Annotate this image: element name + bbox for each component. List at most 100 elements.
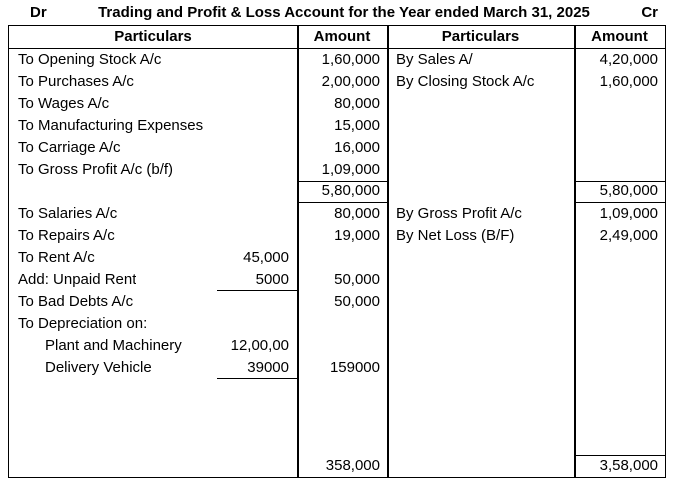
amount-cell xyxy=(297,313,387,335)
particulars-cell: To Wages A/c xyxy=(9,93,297,115)
amount-cell: 2,49,000 xyxy=(599,227,658,244)
table-header-row: Particulars Amount Particulars Amount xyxy=(9,26,665,49)
column-divider xyxy=(297,26,299,477)
amount-cell: 1,09,000 xyxy=(599,205,658,222)
table-row: By Gross Profit A/c 1,09,000 xyxy=(387,203,665,225)
amount-cell: 80,000 xyxy=(334,205,380,222)
inner-amount: 45,000 xyxy=(243,249,289,266)
table-row: 5,80,000 xyxy=(387,181,665,203)
amount-cell: 5,80,000 xyxy=(297,181,387,203)
amount-cell: 50,000 xyxy=(334,293,380,310)
particulars-label: To Opening Stock A/c xyxy=(18,51,162,68)
particulars-cell xyxy=(9,181,297,203)
amount-cell xyxy=(575,93,665,115)
table-row: To Wages A/c 80,000 xyxy=(9,93,387,115)
table-row: To Manufacturing Expenses 15,000 xyxy=(9,115,387,137)
particulars-cell: To Manufacturing Expenses xyxy=(9,115,297,137)
cr-label: Cr xyxy=(641,4,658,21)
particulars-cell xyxy=(387,455,575,477)
amount-cell: 1,60,000 xyxy=(321,51,380,68)
table-row: By Sales A/4,20,000 xyxy=(387,49,665,71)
amount-cell: 80,000 xyxy=(334,95,380,112)
account-table: Particulars Amount Particulars Amount To… xyxy=(8,25,666,478)
particulars-cell: To Salaries A/c xyxy=(9,203,297,225)
particulars-label: To Wages A/c xyxy=(18,95,110,112)
particulars-label: By Gross Profit A/c xyxy=(396,205,522,222)
table-row: Plant and Machinery 12,00,00 xyxy=(9,335,387,357)
particulars-cell: To Depreciation on: xyxy=(9,313,297,335)
header-amount-credit: Amount xyxy=(591,28,648,45)
table-row: By Net Loss (B/F) 2,49,000 xyxy=(387,225,665,247)
amount-cell: 159000 xyxy=(329,359,380,376)
inner-amount: 12,00,00 xyxy=(230,337,289,354)
table-row: To Salaries A/c 80,000 xyxy=(9,203,387,225)
particulars-label: Add: Unpaid Rent xyxy=(18,271,137,288)
debit-side: To Opening Stock A/c 1,60,000 To Purchases… xyxy=(9,49,387,477)
table-row: 5,80,000 xyxy=(9,181,387,203)
grand-total-row: 358,000 xyxy=(9,455,387,477)
particulars-label: To Repairs A/c xyxy=(18,227,115,244)
table-body: To Opening Stock A/c 1,60,000 To Purchases… xyxy=(9,49,665,477)
account-header: Dr Trading and Profit & Loss Account for… xyxy=(8,2,666,23)
table-row: To Bad Debts A/c 50,000 xyxy=(9,291,387,313)
credit-side: By Sales A/4,20,000 By Closing Stock A/c 1… xyxy=(387,49,665,477)
amount-cell: 4,20,000 xyxy=(599,51,658,68)
amount-cell: 1,60,000 xyxy=(599,73,658,90)
table-row: To Repairs A/c 19,000 xyxy=(9,225,387,247)
amount-cell: 15,000 xyxy=(334,117,380,134)
particulars-label: To Bad Debts A/c xyxy=(18,293,134,310)
particulars-label: To Salaries A/c xyxy=(18,205,118,222)
particulars-cell: To Carriage A/c xyxy=(9,137,297,159)
particulars-cell: Delivery Vehicle 39000 xyxy=(9,357,297,379)
table-row: Delivery Vehicle 39000 159000 xyxy=(9,357,387,379)
header-amount-debit: Amount xyxy=(313,28,371,45)
amount-cell: 5,80,000 xyxy=(575,181,665,203)
inner-amount: 5000 xyxy=(217,269,297,291)
table-row: To Carriage A/c 16,000 xyxy=(9,137,387,159)
dr-label: Dr xyxy=(30,4,47,21)
amount-cell: 2,00,000 xyxy=(321,73,380,90)
inner-amount: 39000 xyxy=(217,357,297,379)
particulars-label: Plant and Machinery xyxy=(45,337,182,354)
header-particulars-debit: Particulars xyxy=(114,28,192,45)
particulars-cell: Plant and Machinery 12,00,00 xyxy=(9,335,297,357)
particulars-cell xyxy=(387,159,575,181)
particulars-cell: By Net Loss (B/F) xyxy=(387,225,575,247)
particulars-cell xyxy=(387,115,575,137)
particulars-label: To Carriage A/c xyxy=(18,139,121,156)
table-row xyxy=(387,115,665,137)
account-title: Trading and Profit & Loss Account for th… xyxy=(98,4,590,21)
particulars-cell: By Sales A/ xyxy=(387,49,575,71)
particulars-cell: To Bad Debts A/c xyxy=(9,291,297,313)
table-row: Add: Unpaid Rent 5000 50,000 xyxy=(9,269,387,291)
particulars-label: By Net Loss (B/F) xyxy=(396,227,515,244)
column-divider xyxy=(574,26,576,477)
particulars-cell xyxy=(387,93,575,115)
amount-cell xyxy=(297,335,387,357)
particulars-cell xyxy=(387,181,575,203)
particulars-cell: Add: Unpaid Rent 5000 xyxy=(9,269,297,291)
particulars-label: To Rent A/c xyxy=(18,249,95,266)
table-row: To Opening Stock A/c 1,60,000 xyxy=(9,49,387,71)
particulars-label: To Depreciation on: xyxy=(18,315,148,332)
particulars-cell: To Gross Profit A/c (b/f) xyxy=(9,159,297,181)
amount-cell: 50,000 xyxy=(334,271,380,288)
table-row: To Purchases A/c 2,00,000 xyxy=(9,71,387,93)
column-divider xyxy=(387,26,389,477)
amount-cell: 1,09,000 xyxy=(321,161,380,178)
particulars-cell: To Opening Stock A/c xyxy=(9,49,297,71)
particulars-cell: By Closing Stock A/c xyxy=(387,71,575,93)
amount-cell xyxy=(575,159,665,181)
particulars-cell: To Rent A/c 45,000 xyxy=(9,247,297,269)
amount-cell: 19,000 xyxy=(334,227,380,244)
grand-total-row: 3,58,000 xyxy=(387,455,665,477)
amount-cell: 3,58,000 xyxy=(575,455,665,477)
particulars-label: To Manufacturing Expenses xyxy=(18,117,204,134)
particulars-cell: To Repairs A/c xyxy=(9,225,297,247)
particulars-label: By Sales A/ xyxy=(396,51,473,68)
particulars-label: By Closing Stock A/c xyxy=(396,73,535,90)
table-row: By Closing Stock A/c 1,60,000 xyxy=(387,71,665,93)
table-row xyxy=(387,137,665,159)
table-row xyxy=(387,93,665,115)
particulars-cell xyxy=(387,137,575,159)
